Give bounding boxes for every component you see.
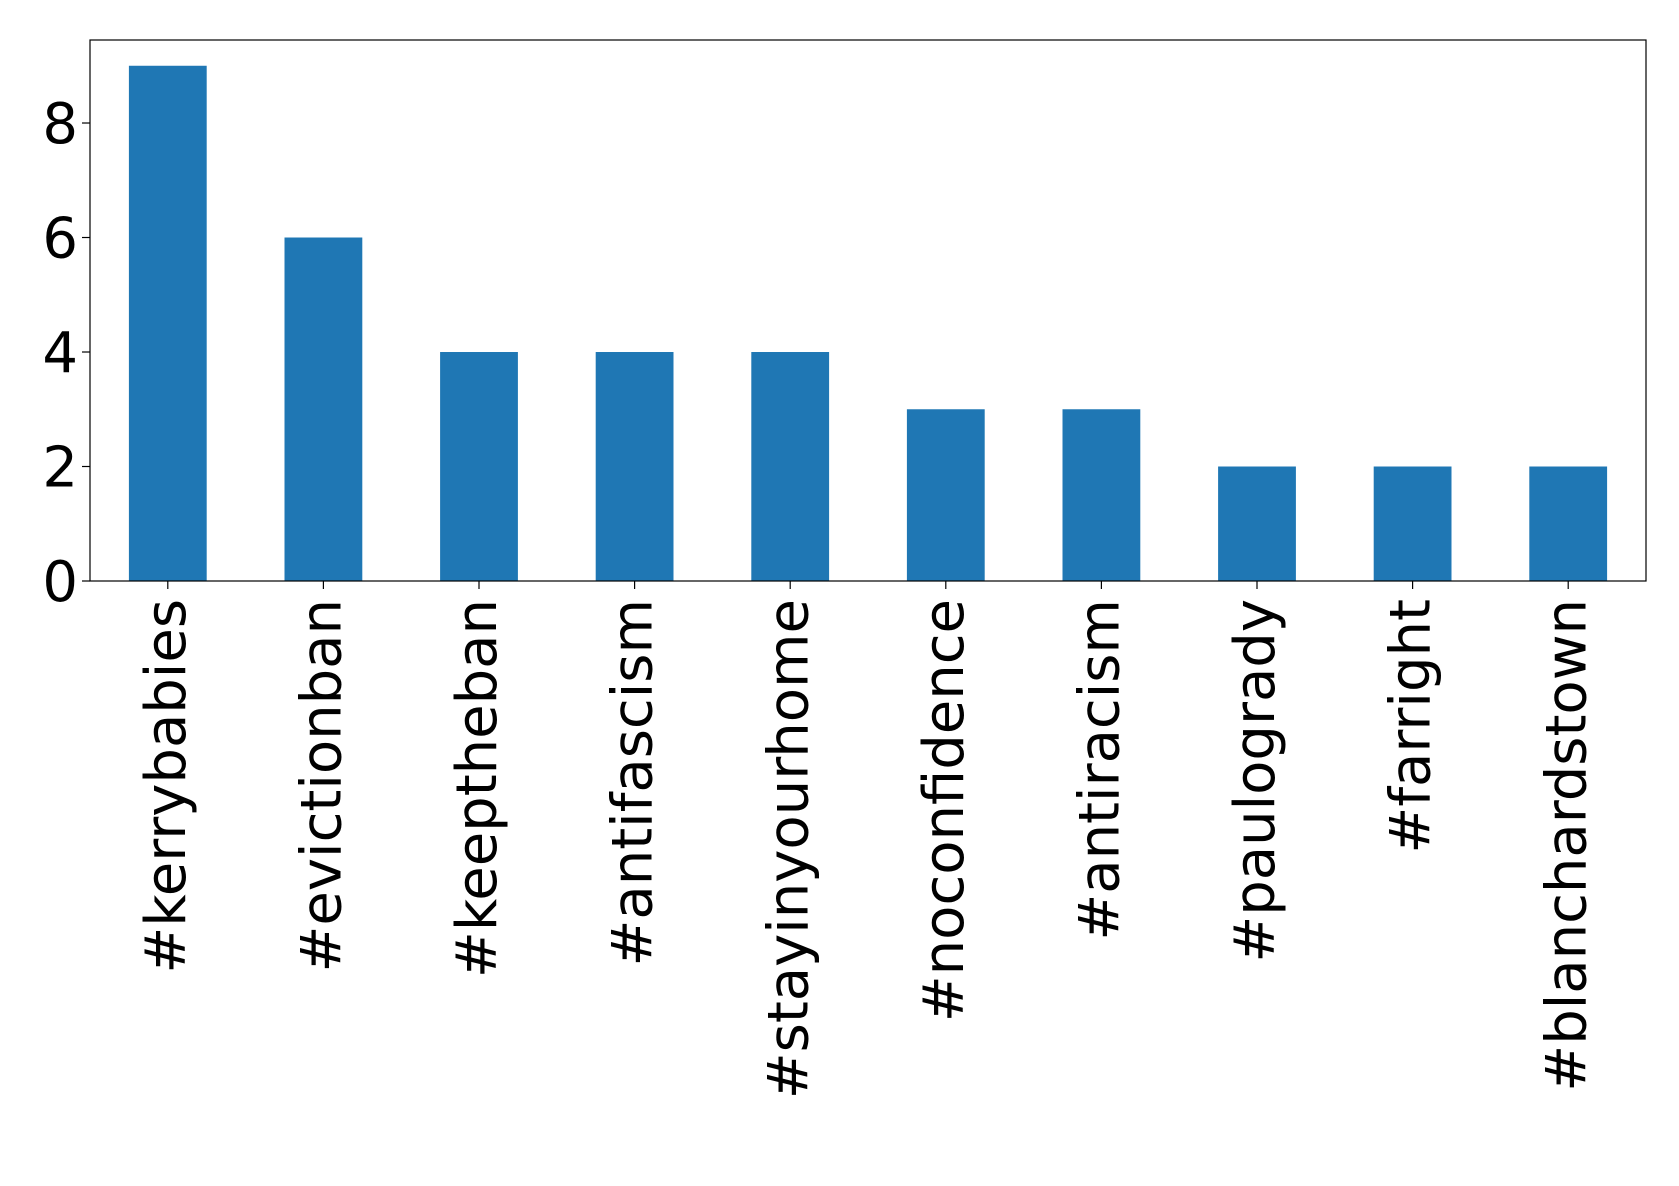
bar-keeptheban (440, 352, 518, 581)
bar-noconfidence (906, 409, 985, 581)
y-tick-label: 8 (42, 92, 78, 157)
bar-blanchardstown (1529, 466, 1608, 581)
y-tick-label: 2 (42, 436, 78, 501)
x-axis: #kerrybabies #evictionban #keeptheban #anti… (134, 581, 1599, 1099)
y-tick-label: 4 (42, 321, 78, 386)
bars-group (128, 65, 1608, 581)
y-tick-label: 6 (42, 207, 78, 272)
y-axis: 0 2 4 6 8 (42, 92, 90, 615)
bar-kerrybabies (128, 65, 207, 581)
bar-farright (1373, 466, 1452, 581)
bar-antifascism (595, 352, 674, 581)
x-tick-label: #antiracism (1068, 599, 1133, 941)
x-tick-label: #antifascism (601, 599, 666, 967)
bar-paulogrady (1218, 466, 1296, 581)
x-tick-label: #keeptheban (445, 599, 510, 978)
bar-evictionban (284, 237, 363, 581)
x-tick-label: #blanchardstown (1534, 599, 1599, 1092)
y-tick-label: 0 (42, 550, 78, 615)
x-tick-label: #kerrybabies (134, 599, 199, 974)
bar-stayinyourhome (751, 352, 830, 581)
x-tick-label: #noconfidence (912, 599, 977, 1022)
x-tick-label: #paulogrady (1223, 599, 1288, 963)
x-tick-label: #evictionban (290, 599, 355, 973)
x-tick-label: #stayinyourhome (756, 599, 821, 1099)
bar-antiracism (1062, 409, 1141, 581)
x-tick-label: #farright (1379, 599, 1444, 854)
plot-frame (89, 39, 1647, 582)
